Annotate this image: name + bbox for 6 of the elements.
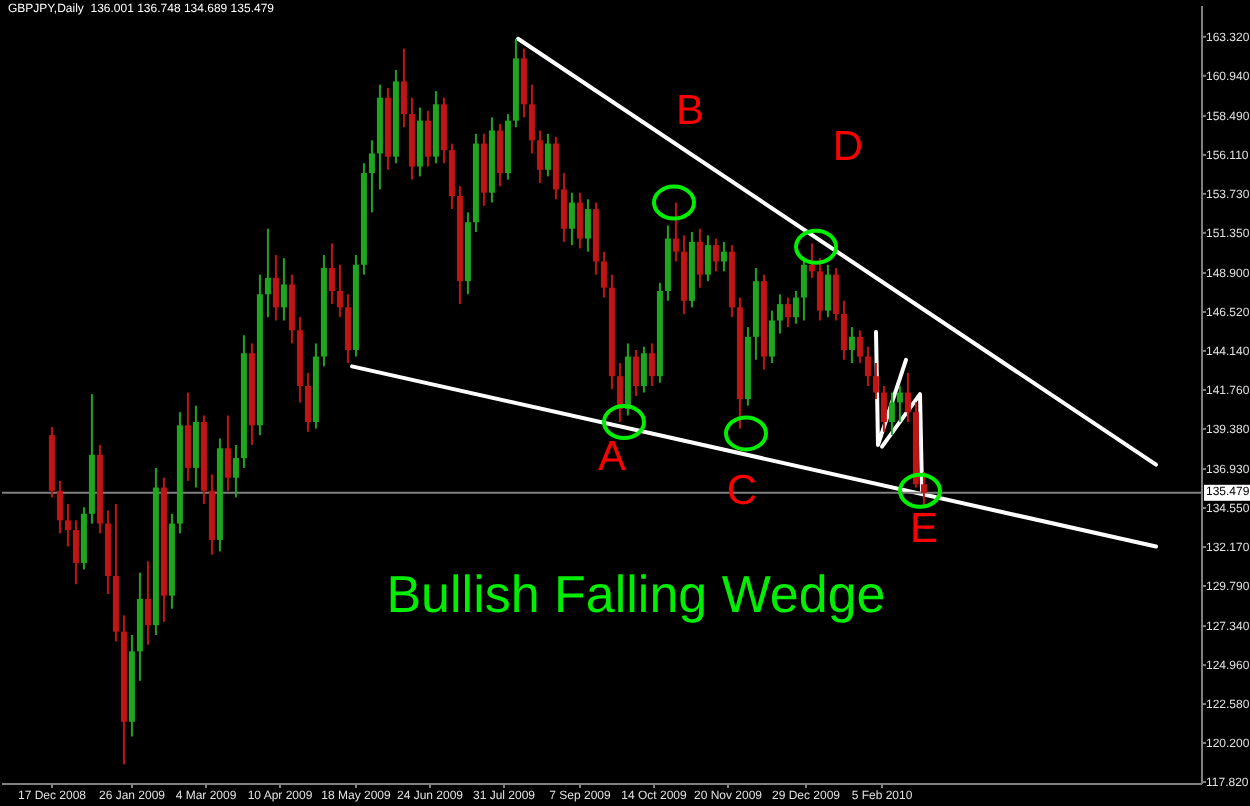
annotation: Bullish Falling Wedge <box>386 564 886 624</box>
annotation: E <box>909 505 938 551</box>
annotation: C <box>726 467 758 513</box>
annotation: A <box>597 433 626 479</box>
annotation: D <box>832 123 864 169</box>
annotation: B <box>675 87 704 133</box>
